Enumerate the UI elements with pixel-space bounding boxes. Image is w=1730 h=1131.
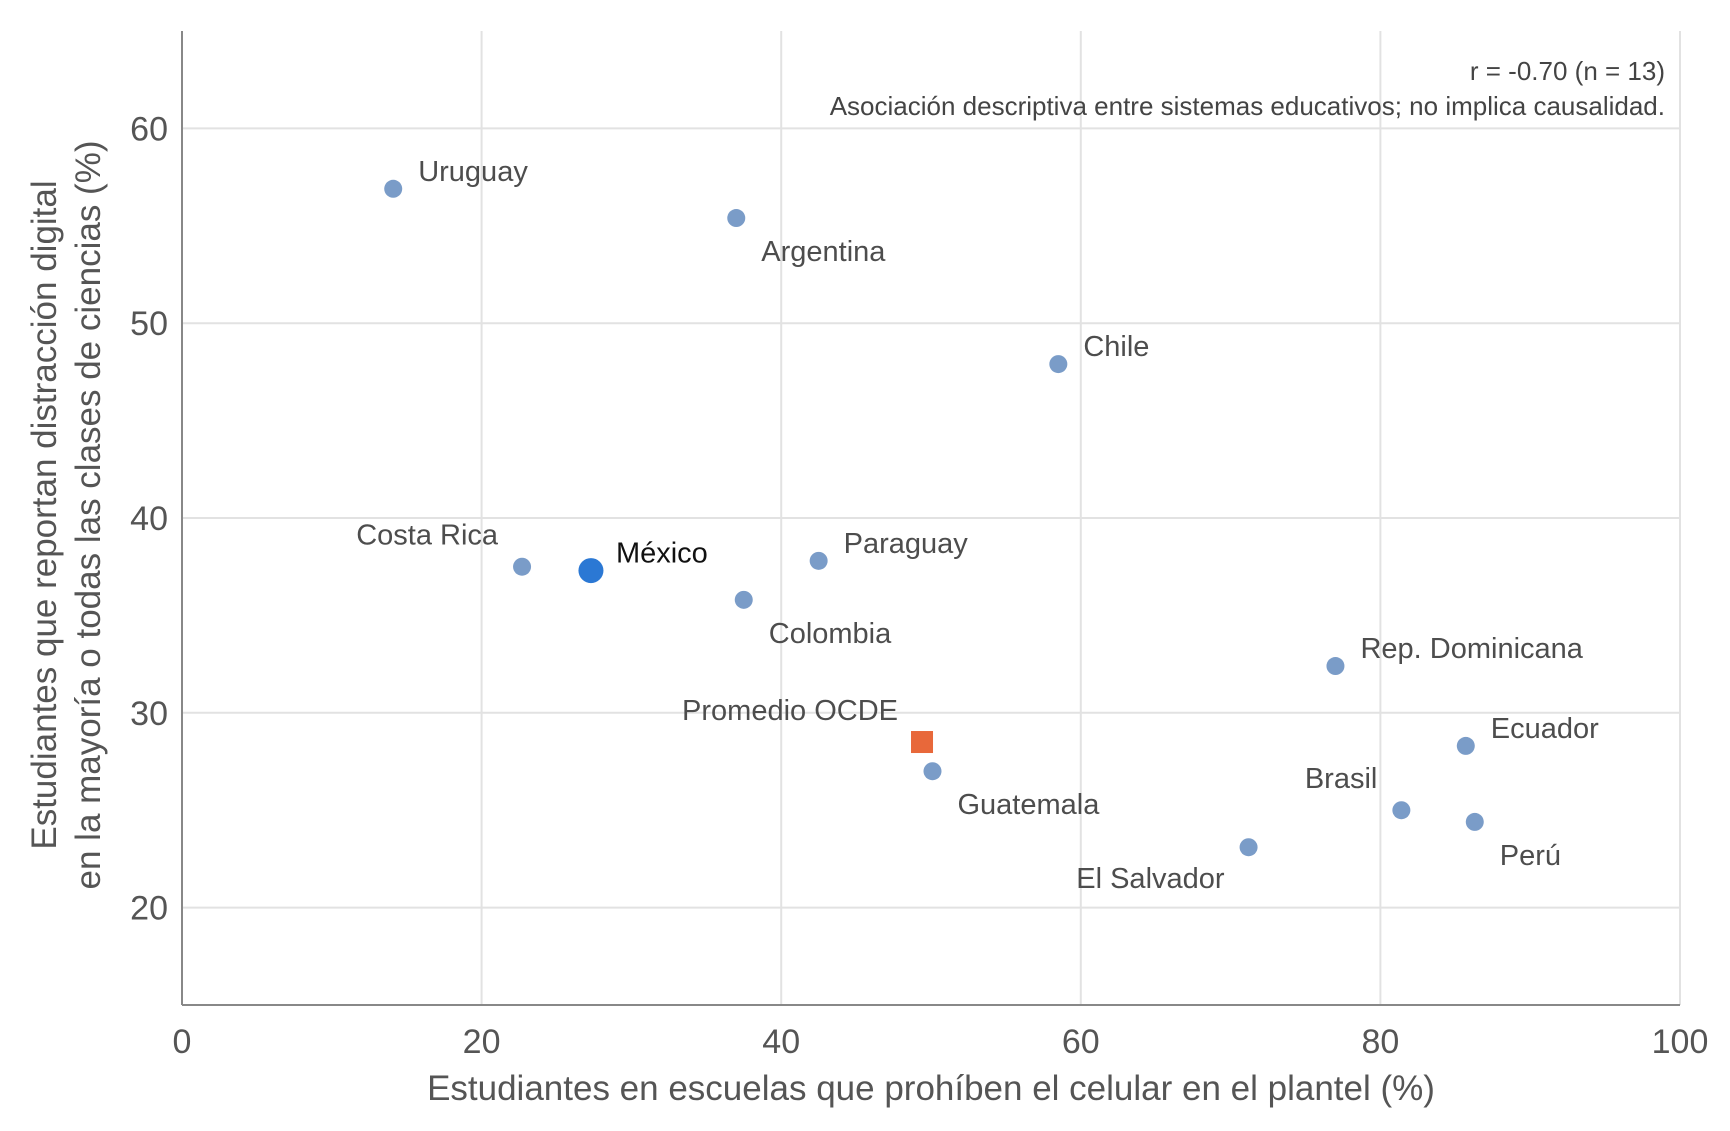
point-label: Perú [1500, 840, 1561, 872]
x-axis-title: Estudiantes en escuelas que prohíben el … [427, 1069, 1435, 1108]
point-per- [1465, 812, 1484, 831]
point-label: Promedio OCDE [682, 695, 898, 727]
point-brasil [1392, 801, 1411, 820]
correlation-annotation: r = -0.70 (n = 13) [1470, 56, 1665, 86]
grid-lines [182, 31, 1681, 1005]
point-argentina [727, 209, 746, 228]
x-tick-label: 40 [762, 1023, 800, 1061]
y-tick-label: 60 [130, 110, 168, 148]
point-label: Rep. Dominicana [1360, 633, 1583, 665]
point-label: Guatemala [957, 789, 1100, 821]
x-tick-label: 80 [1361, 1023, 1399, 1061]
y-tick-label: 40 [130, 500, 168, 538]
y-tick-label: 30 [130, 695, 168, 733]
point-m-xico [578, 558, 604, 584]
x-tick-labels: 0 20 40 60 80 100 [173, 1023, 1709, 1061]
y-axis-title-line-1: Estudiantes que reportan distracción dig… [25, 180, 64, 849]
point-guatemala [923, 762, 942, 781]
data-points [384, 179, 1484, 857]
point-label: Paraguay [844, 528, 969, 560]
point-rep-dominicana [1326, 657, 1345, 676]
y-tick-label: 50 [130, 305, 168, 343]
x-tick-label: 100 [1652, 1023, 1709, 1061]
point-label: Colombia [769, 618, 892, 650]
point-promedio-ocde [911, 731, 934, 754]
point-chile [1049, 355, 1068, 374]
point-label: Uruguay [418, 156, 528, 188]
y-tick-labels: 20 30 40 50 60 [130, 110, 168, 927]
point-ecuador [1456, 736, 1475, 755]
point-label: Ecuador [1491, 713, 1599, 745]
x-tick-label: 60 [1062, 1023, 1100, 1061]
point-labels: Uruguay Argentina Chile Costa Rica México Par… [356, 156, 1599, 895]
y-axis-title-line-2: en la mayoría o todas las clases de cien… [69, 141, 108, 890]
point-label: Chile [1083, 331, 1149, 363]
point-el-salvador [1239, 838, 1258, 857]
point-label: Costa Rica [356, 520, 499, 552]
point-paraguay [809, 551, 828, 570]
x-tick-label: 0 [173, 1023, 192, 1061]
point-costa-rica [513, 557, 532, 576]
y-tick-label: 20 [130, 890, 168, 928]
axes [181, 31, 1680, 1006]
point-colombia [734, 590, 753, 609]
point-label: Brasil [1305, 763, 1378, 795]
point-label: México [616, 538, 708, 570]
point-label: El Salvador [1076, 863, 1225, 895]
x-tick-label: 20 [463, 1023, 501, 1061]
point-label: Argentina [761, 236, 886, 268]
point-uruguay [384, 179, 403, 198]
causality-note: Asociación descriptiva entre sistemas ed… [830, 91, 1665, 121]
